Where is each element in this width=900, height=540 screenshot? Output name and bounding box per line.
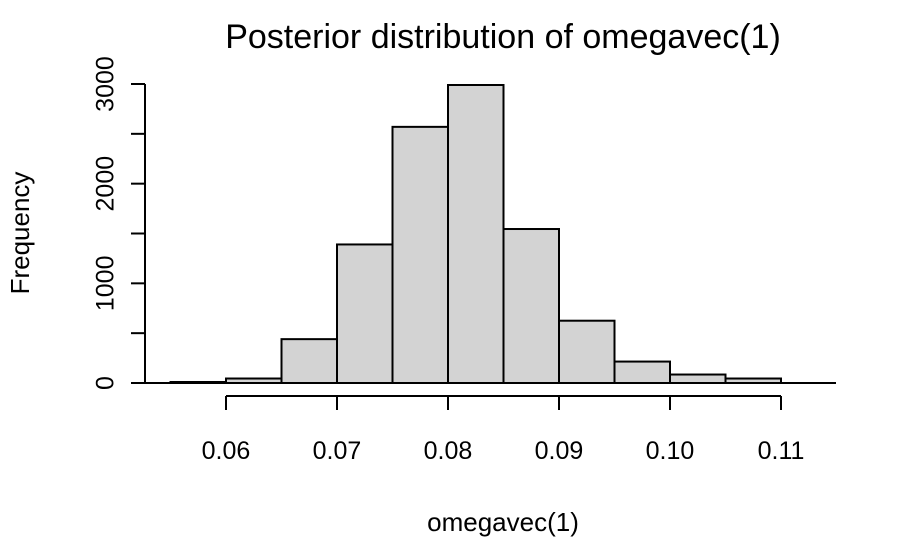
y-tick-label: 3000 (92, 56, 120, 112)
x-tick-label: 0.06 (202, 437, 251, 465)
x-tick-label: 0.09 (535, 437, 584, 465)
chart-title: Posterior distribution of omegavec(1) (225, 18, 781, 56)
y-axis-label: Frequency (5, 172, 35, 295)
histogram-bar (280, 338, 338, 384)
y-tick-label: 0 (92, 376, 120, 390)
bars-group (169, 84, 782, 385)
x-axis: 0.06 0.07 0.08 0.09 0.10 0.11 (202, 395, 805, 465)
histogram-bar (391, 125, 449, 385)
x-tick-label: 0.10 (646, 437, 695, 465)
y-axis: 0 1000 2000 3000 (92, 56, 146, 390)
histogram-bar (502, 228, 560, 384)
histogram-bar (669, 373, 727, 384)
x-tick-label: 0.08 (424, 437, 473, 465)
histogram-bar (558, 319, 616, 384)
y-tick-label: 1000 (92, 256, 120, 312)
histogram-bar (336, 243, 394, 384)
histogram-bar (613, 360, 671, 385)
x-tick-label: 0.07 (313, 437, 362, 465)
x-axis-label: omegavec(1) (427, 507, 579, 537)
histogram-bar (447, 84, 505, 384)
x-tick-label: 0.11 (758, 437, 805, 465)
y-tick-label: 2000 (92, 156, 120, 212)
